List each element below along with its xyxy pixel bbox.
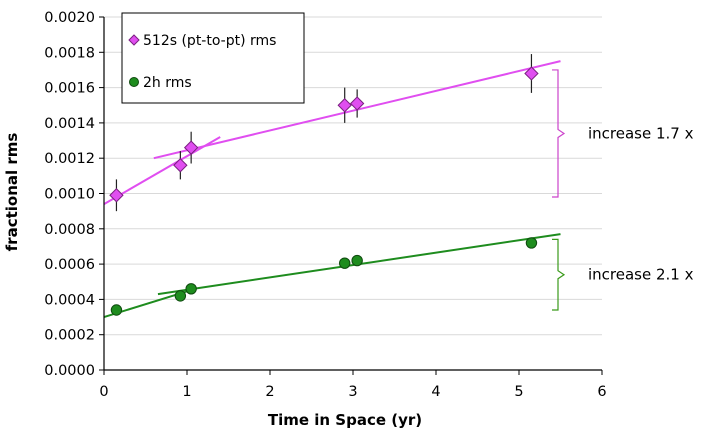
x-axis-title: Time in Space (yr) (268, 411, 422, 429)
circle-point (339, 257, 351, 269)
y-tick-label: 0.0018 (44, 45, 95, 61)
diamond-point (337, 98, 352, 113)
annotation-label: increase 2.1 x (588, 266, 694, 284)
legend-label: 512s (pt-to-pt) rms (143, 33, 276, 49)
data-points (109, 66, 539, 316)
x-tick-label: 4 (431, 384, 440, 400)
y-tick-label: 0.0010 (44, 187, 95, 203)
y-tick-label: 0.0006 (44, 257, 95, 273)
legend: 512s (pt-to-pt) rms 2h rms (121, 12, 305, 104)
legend-marker (129, 77, 139, 87)
annotation-label: increase 1.7 x (588, 124, 694, 142)
y-tick-label: 0.0012 (44, 151, 95, 167)
y-tick-label: 0.0016 (44, 81, 95, 97)
diamond-point (524, 66, 539, 81)
bracket (552, 238, 566, 311)
diamond-point (173, 158, 188, 173)
annotations: increase 1.7 x increase 2.1 x (552, 69, 694, 311)
x-tick-label: 1 (182, 384, 191, 400)
bracket (552, 69, 566, 198)
legend-label: 2h rms (143, 75, 192, 91)
legend-marker (128, 34, 140, 46)
y-tick-label: 0.0002 (44, 328, 95, 344)
y-tick-label: 0.0004 (44, 292, 95, 308)
diamond-point (183, 140, 199, 155)
x-tick-label: 5 (514, 384, 523, 400)
y-tick-label: 0.0020 (44, 10, 95, 26)
x-tick-label: 2 (265, 384, 274, 400)
y-axis-title: fractional rms (3, 133, 21, 252)
circle-point (185, 283, 197, 295)
diamond-point (349, 96, 365, 111)
x-tick-label: 0 (99, 384, 108, 400)
gridlines (104, 16, 602, 336)
circle-point (351, 254, 363, 267)
y-tick-label: 0.0000 (44, 363, 95, 379)
circle-point (525, 237, 538, 249)
diamond-point (109, 188, 124, 203)
y-tick-label: 0.0008 (44, 222, 95, 238)
axes: 0.0000 0.0002 0.0004 0.0006 0.0008 0.0010 0.00… (44, 10, 606, 400)
circle-point (110, 304, 123, 316)
y-tick-label: 0.0014 (44, 116, 95, 132)
circle-point (174, 290, 187, 302)
fit-line (103, 136, 221, 205)
x-tick-label: 6 (597, 384, 606, 400)
legend-box (121, 12, 305, 104)
x-tick-label: 3 (348, 384, 357, 400)
